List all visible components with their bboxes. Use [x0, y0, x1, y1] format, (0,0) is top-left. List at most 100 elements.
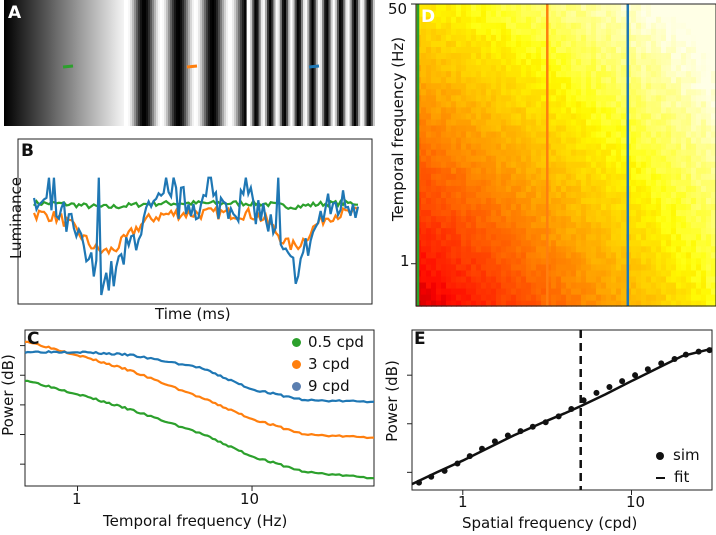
heatmap-cell — [636, 215, 642, 223]
heatmap-cell — [701, 142, 707, 150]
heatmap-cell — [521, 136, 527, 144]
heatmap-cell — [466, 124, 472, 132]
heatmap-cell — [536, 52, 542, 60]
heatmap-cell — [481, 136, 487, 144]
heatmap-cell — [526, 239, 532, 247]
heatmap-cell — [641, 4, 647, 11]
heatmap-cell — [606, 197, 612, 205]
heatmap-cell — [541, 269, 547, 277]
grating-stripe — [273, 0, 277, 126]
heatmap-cell — [666, 299, 672, 307]
heatmap-cell — [596, 136, 602, 144]
heatmap-cell — [521, 76, 527, 84]
heatmap-cell — [671, 257, 677, 265]
heatmap-cell — [641, 227, 647, 235]
heatmap-cell — [476, 82, 482, 90]
heatmap-cell — [556, 34, 562, 41]
heatmap-cell — [586, 209, 592, 217]
grating-stripe — [226, 0, 229, 126]
heatmap-cell — [546, 185, 552, 192]
heatmap-cell — [646, 100, 652, 108]
heatmap-cell — [696, 221, 702, 229]
heatmap-cell — [611, 275, 617, 283]
heatmap-cell — [466, 112, 472, 120]
heatmap-cell — [616, 233, 622, 241]
heatmap-cell — [521, 209, 527, 217]
heatmap-cell — [476, 161, 482, 168]
heatmap-cell — [441, 287, 447, 295]
grating-stripe — [248, 0, 251, 126]
heatmap-cell — [546, 233, 552, 241]
heatmap-cell — [611, 251, 617, 259]
heatmap-cell — [441, 58, 447, 66]
heatmap-cell — [446, 34, 452, 41]
spectrum-line-0.5cpd — [24, 379, 375, 480]
heatmap-cell — [441, 64, 447, 72]
heatmap-cell — [686, 263, 692, 271]
heatmap-cell — [426, 215, 432, 223]
heatmap-cell — [466, 293, 472, 301]
heatmap-cell — [696, 179, 702, 186]
grating-stripe — [339, 0, 342, 126]
heatmap-cell — [486, 167, 492, 174]
grating-stripe — [156, 0, 159, 126]
grating-stripe — [366, 0, 370, 126]
heatmap-cell — [441, 28, 447, 35]
heatmap-cell — [636, 209, 642, 217]
heatmap-cell — [691, 287, 697, 295]
heatmap-cell — [631, 16, 637, 23]
heatmap-cell — [501, 239, 507, 247]
heatmap-cell — [541, 46, 547, 54]
heatmap-cell — [641, 40, 647, 47]
heatmap-cell — [551, 40, 557, 47]
heatmap-cell — [621, 251, 627, 259]
heatmap-cell — [501, 227, 507, 235]
heatmap-cell — [701, 4, 707, 11]
heatmap-cell — [691, 112, 697, 120]
heatmap-cell — [711, 257, 716, 265]
heatmap-cell — [696, 58, 702, 66]
heatmap-cell — [641, 70, 647, 78]
heatmap-cell — [481, 40, 487, 47]
heatmap-cell — [711, 124, 716, 132]
heatmap-cell — [496, 263, 502, 271]
heatmap-cell — [526, 40, 532, 47]
heatmap-cell — [571, 173, 577, 180]
heatmap-cell — [431, 185, 437, 192]
heatmap-cell — [671, 215, 677, 223]
heatmap-cell — [426, 155, 432, 162]
heatmap-cell — [591, 179, 597, 186]
heatmap-cell — [591, 299, 597, 307]
heatmap-cell — [581, 293, 587, 301]
heatmap-cell — [481, 245, 487, 253]
heatmap-cell — [696, 227, 702, 235]
heatmap-cell — [491, 251, 497, 259]
heatmap-cell — [441, 167, 447, 174]
heatmap-cell — [456, 106, 462, 114]
heatmap-cell — [696, 275, 702, 283]
heatmap-cell — [421, 245, 427, 253]
heatmap-cell — [456, 112, 462, 120]
heatmap-cell — [481, 34, 487, 41]
heatmap-cell — [446, 136, 452, 144]
heatmap-cell — [631, 221, 637, 229]
heatmap-cell — [606, 155, 612, 162]
heatmap-cell — [536, 106, 542, 114]
heatmap-cell — [601, 64, 607, 72]
heatmap-cell — [691, 293, 697, 301]
heatmap-cell — [676, 275, 682, 283]
heatmap-cell — [581, 94, 587, 102]
heatmap-cell — [661, 70, 667, 78]
heatmap-cell — [671, 287, 677, 295]
heatmap-cell — [536, 185, 542, 192]
heatmap-cell — [551, 161, 557, 168]
heatmap-cell — [596, 76, 602, 84]
heatmap-cell — [591, 221, 597, 229]
heatmap-cell — [471, 257, 477, 265]
heatmap-cell — [476, 40, 482, 47]
heatmap-cell — [601, 215, 607, 223]
heatmap-cell — [486, 46, 492, 54]
heatmap-cell — [701, 221, 707, 229]
heatmap-cell — [526, 179, 532, 186]
heatmap-cell — [651, 82, 657, 90]
